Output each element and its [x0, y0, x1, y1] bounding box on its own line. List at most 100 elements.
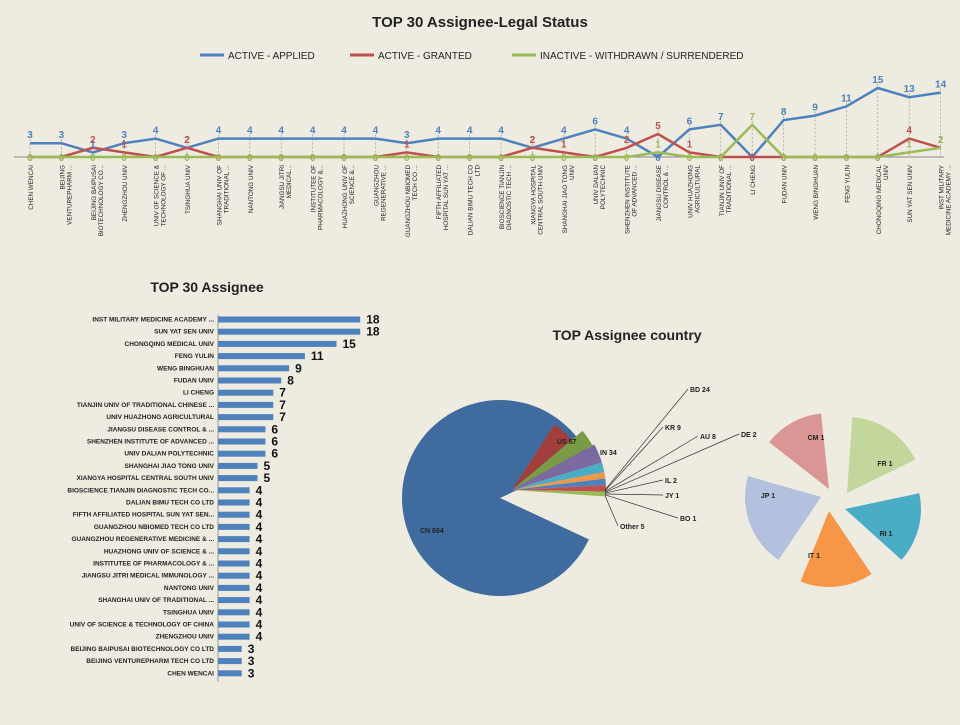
line-category-label-line1: UNIV HUAZHONG [687, 165, 694, 218]
line-category-label-line1: SUN YAT SEN UNIV [907, 164, 914, 222]
bar-category-label: CHEN WENCAI [167, 670, 214, 677]
bar-category-label: BEIJING VENTUREPHARM TECH CO LTD [86, 658, 214, 665]
data-label-s1-17: 1 [561, 139, 567, 150]
data-label-s1-28: 4 [906, 126, 912, 137]
bar-6 [218, 390, 273, 396]
bar-19 [218, 548, 250, 554]
line-category-label-line1: TIANJIN UNIV OF [719, 165, 726, 216]
line-category-label-line2: MEDICAL... [286, 165, 293, 198]
line-category-label: FUDAN UNIV [782, 164, 789, 203]
line-category-label: JIANGSU DISEASECONTROL & ... [656, 165, 670, 222]
bar-category-label: NANTONG UNIV [164, 585, 215, 592]
bar-20 [218, 561, 250, 567]
line-category-label: CHEN WENCAI [28, 165, 35, 210]
pie-outside-label: DE 2 [741, 432, 757, 439]
line-category-label: UNIV HUAZHONGAGRICULTURAL [687, 165, 701, 218]
data-label-s1-19: 2 [624, 135, 630, 146]
data-label-s0-18: 6 [592, 116, 598, 127]
line-category-label: GUANGZHOUREGENERATIVE ... [373, 165, 387, 221]
line-category-label: UNIV OF SCIENCE &TECHNOLOGY OF ... [154, 164, 168, 226]
data-label-s2-26: 0 [844, 153, 850, 164]
bar-value-label: 3 [248, 666, 255, 680]
legend-label-1: ACTIVE - GRANTED [378, 51, 472, 62]
data-label-s0-8: 4 [278, 126, 284, 137]
bar-5 [218, 378, 281, 384]
line-category-label: SHENZHEN INSTITUTEOF ADVANCED ... [625, 165, 639, 234]
line-category-label-line1: GUANGZHOU [373, 165, 380, 206]
pie-leader-line [605, 436, 698, 492]
line-category-label: ZHENGZHOU UNIV [122, 164, 129, 221]
bar-category-label: HUAZHONG UNIV OF SCIENCE & ... [104, 548, 214, 555]
data-label-s2-14: 0 [467, 153, 473, 164]
bar-value-label: 4 [256, 630, 263, 644]
data-label-s2-12: 0 [404, 153, 410, 164]
line-category-label-line1: JIANGSU JITRI [279, 165, 286, 209]
pie-outside-label: IL 2 [665, 478, 677, 485]
bar-value-label: 7 [279, 410, 286, 424]
bar-1 [218, 329, 360, 335]
data-label-s0-10: 4 [341, 126, 347, 137]
line-category-label-line2: MEDICINE ACADEMY ... [946, 165, 953, 235]
line-category-label-line2: PHARMACOLOGY &... [318, 165, 325, 230]
line-category-label: WENG BINGHUAN [813, 165, 820, 220]
line-category-label-line1: TSINGHUA UNIV [185, 164, 192, 214]
data-label-s2-23: 7 [749, 112, 755, 123]
data-label-s2-4: 0 [153, 153, 159, 164]
bar-22 [218, 585, 250, 591]
line-category-label-line2: TECHNOLOGY OF ... [161, 165, 168, 227]
data-label-s0-15: 4 [498, 126, 504, 137]
bar-26 [218, 634, 250, 640]
line-category-label-line2: AGRICULTURAL [694, 165, 701, 214]
pie-leader-line [605, 389, 688, 490]
line-category-label-line1: SHANGHAI JIAO TONG [562, 165, 569, 233]
bar-18 [218, 536, 250, 542]
bar-category-label: FIFTH AFFILIATED HOSPITAL SUN YAT SEN... [73, 512, 214, 519]
line-category-label-line1: BEIJING [59, 165, 66, 190]
data-label-s1-23: 0 [749, 153, 755, 164]
data-label-s2-27: 0 [875, 153, 881, 164]
line-category-label: FIFTH AFFILIATEDHOSPITAL SUN YAT ... [436, 165, 450, 231]
bar-16 [218, 512, 250, 518]
data-label-s2-10: 0 [341, 153, 347, 164]
secondary-label: RI 1 [880, 531, 893, 538]
line-category-label: NANTONG UNIV [248, 164, 255, 213]
data-label-s2-0: 0 [27, 153, 33, 164]
bar-category-label: BEIJING BAIPUSAI BIOTECHNOLOGY CO LTD [71, 646, 215, 653]
line-category-label: INST MILITARYMEDICINE ACADEMY ... [939, 164, 953, 235]
line-category-label: TIANJIN UNIV OFTRADITIONAL ... [719, 165, 733, 216]
line-chart-title: TOP 30 Assignee-Legal Status [372, 14, 588, 31]
series-line-0 [30, 88, 941, 157]
line-category-label-line1: BIOSCIENCE TIANJIN [499, 165, 506, 230]
bar-17 [218, 524, 250, 530]
pie-outside-label: BO 1 [680, 516, 696, 523]
line-category-label: UNIV DALIANPOLYTECHNIC [593, 165, 607, 210]
pie-label-cn: CN 864 [420, 528, 444, 535]
bar-category-label: SUN YAT SEN UNIV [154, 329, 215, 336]
data-label-s0-17: 4 [561, 126, 567, 137]
bar-0 [218, 317, 360, 323]
data-label-s0-22: 7 [718, 112, 724, 123]
data-label-s0-9: 4 [310, 126, 316, 137]
bar-25 [218, 622, 250, 628]
bar-15 [218, 500, 250, 506]
line-category-label-line2: TECH CO ... [412, 165, 419, 201]
data-label-s2-25: 0 [812, 153, 818, 164]
pie-outside-label: Other 5 [620, 524, 645, 531]
data-label-s2-17: 0 [561, 153, 567, 164]
line-category-label-line2: UNIV [569, 164, 576, 180]
line-category-label: JIANGSU JITRIMEDICAL... [279, 165, 293, 209]
bar-category-label: TIANJIN UNIV OF TRADITIONAL CHINESE ... [77, 402, 214, 409]
data-label-s0-13: 4 [435, 126, 441, 137]
line-category-label-line2: POLYTECHNIC [600, 165, 607, 210]
bar-category-label: XIANGYA HOSPITAL CENTRAL SOUTH UNIV [77, 475, 215, 482]
line-category-label-line1: FIFTH AFFILIATED [436, 165, 443, 220]
bar-8 [218, 414, 273, 420]
bar-category-label: JIANGSU JITRI MEDICAL IMMUNOLOGY ... [82, 573, 214, 580]
bar-category-label: SHANGHAI JIAO TONG UNIV [125, 463, 215, 470]
data-label-s1-20: 5 [655, 121, 661, 132]
data-label-s2-16: 0 [530, 153, 536, 164]
data-label-s1-3: 1 [121, 139, 127, 150]
bar-category-label: FENG YULIN [175, 353, 215, 360]
data-label-s1-12: 1 [404, 139, 410, 150]
line-category-label-line1: ZHENGZHOU UNIV [122, 164, 129, 221]
